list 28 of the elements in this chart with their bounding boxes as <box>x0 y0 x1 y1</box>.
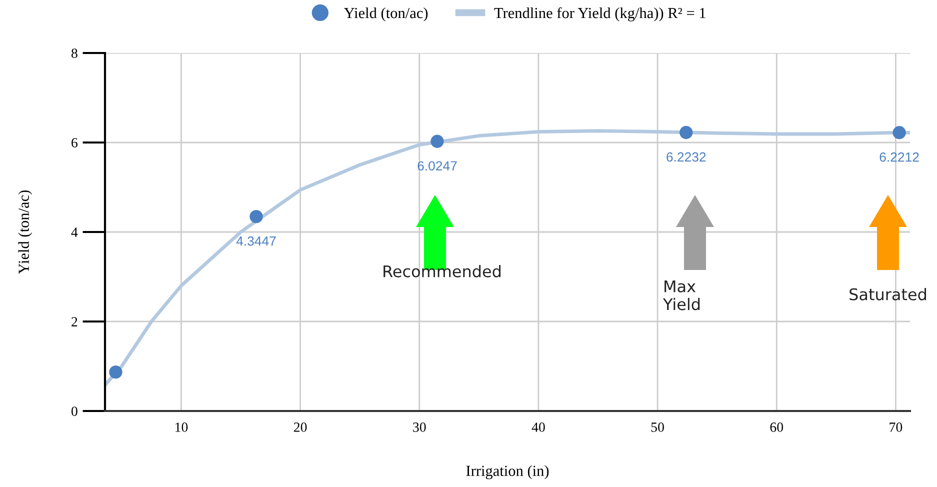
x-tick-label: 40 <box>532 422 545 432</box>
point <box>250 210 263 224</box>
x-tick-label: 50 <box>651 422 664 432</box>
x-tick-label: 20 <box>294 422 307 432</box>
y-axis-title: Yield (ton/ac) <box>18 190 32 274</box>
x-tick-label: 60 <box>770 422 784 432</box>
x-tick-label: 10 <box>175 422 188 432</box>
y-tick-label: 2 <box>72 317 78 326</box>
annotation: Saturated <box>850 288 926 300</box>
annotation: Recommended <box>384 265 501 278</box>
y-tick-label: 0 <box>72 406 78 416</box>
x-axis-title: Irrigation (in) <box>466 465 549 480</box>
x-tick-label: 70 <box>890 422 902 432</box>
y-tick-label: 6 <box>72 138 78 148</box>
legend-label: Yield (ton/ac) <box>344 7 428 22</box>
annotation: Max Yield <box>662 280 700 310</box>
point <box>109 365 122 379</box>
point <box>892 126 906 140</box>
x-tick-label: 30 <box>413 422 426 432</box>
data-label: 4.3447 <box>236 236 276 246</box>
y-tick-label: 4 <box>71 228 78 237</box>
legend-label: Trendline for Yield (kg/ha)) R² = 1 <box>494 7 706 22</box>
point <box>430 134 444 148</box>
point <box>680 126 693 140</box>
data-label: 6.2232 <box>666 152 706 162</box>
data-label: 6.2212 <box>880 152 919 162</box>
data-label: 6.0247 <box>418 161 457 171</box>
y-tick-label: 8 <box>72 48 78 58</box>
